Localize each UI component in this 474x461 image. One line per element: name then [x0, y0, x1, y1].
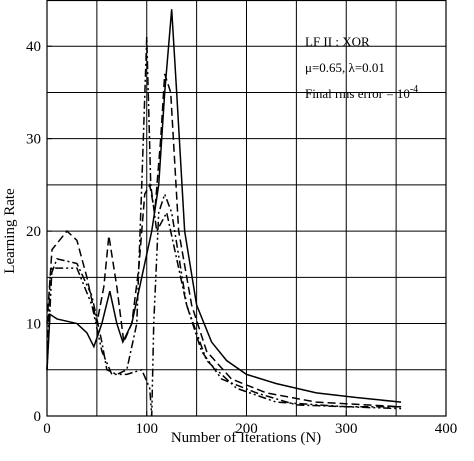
- annotation: LF II : XOR: [305, 34, 370, 49]
- y-tick-label: 30: [26, 132, 41, 148]
- series-line: [46, 191, 402, 417]
- series-line: [46, 36, 402, 408]
- y-tick-label: 0: [34, 409, 42, 425]
- series-line: [46, 73, 402, 408]
- x-tick-label: 400: [435, 421, 458, 437]
- x-tick-label: 0: [43, 421, 51, 437]
- annotation: Final rms error = 10-4: [305, 84, 418, 101]
- x-axis-title: Number of Iterations (N): [171, 430, 321, 446]
- x-tick-label: 300: [335, 421, 358, 437]
- y-axis-title: Learning Rate: [2, 188, 18, 274]
- series-line: [46, 9, 402, 403]
- x-tick-label: 200: [235, 421, 258, 437]
- y-tick-label: 40: [26, 39, 41, 55]
- annotation-text: Final rms error = 10: [305, 86, 410, 101]
- annotation-superscript: -4: [410, 84, 418, 95]
- annotation: μ=0.65, λ=0.01: [305, 60, 385, 75]
- y-tick-label: 20: [26, 224, 41, 240]
- x-tick-label: 100: [136, 421, 159, 437]
- y-tick-label: 10: [26, 317, 41, 333]
